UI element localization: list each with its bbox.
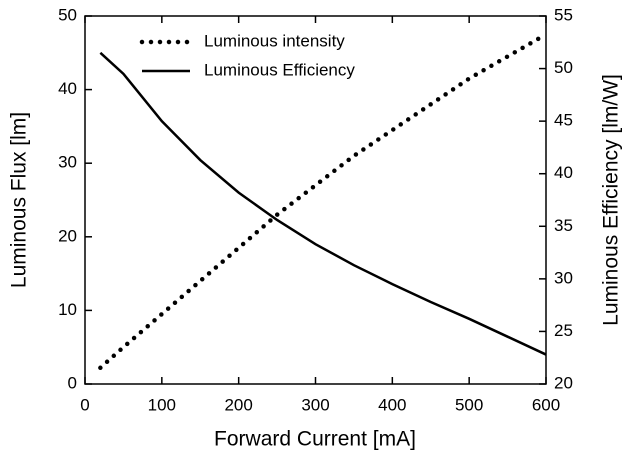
y2-tick-label: 50 [554,58,573,77]
x-tick-label: 500 [455,395,483,414]
x-tick-label: 300 [301,395,329,414]
y2-tick-label: 45 [554,111,573,130]
x-tick-label: 0 [80,395,89,414]
x-tick-label: 600 [532,395,560,414]
y2-tick-label: 25 [554,321,573,340]
y2-axis-title: Luminous Efficiency [lm/W] [600,74,623,326]
y-tick-label: 50 [58,5,77,24]
x-tick-label: 100 [148,395,176,414]
series-line [98,32,549,371]
y2-tick-label: 20 [554,373,573,392]
y2-tick-label: 55 [554,5,573,24]
y-tick-label: 30 [58,153,77,172]
legend-label: Luminous intensity [204,31,345,50]
x-tick-label: 400 [378,395,406,414]
y-tick-label: 20 [58,226,77,245]
y-tick-label: 40 [58,79,77,98]
y-axis-title: Luminous Flux [lm] [8,112,31,288]
x-axis-title: Forward Current [mA] [214,428,416,451]
legend-label: Luminous Efficiency [204,60,355,79]
y2-tick-label: 35 [554,216,573,235]
series-line [99,51,547,356]
y2-tick-label: 40 [554,163,573,182]
y-tick-label: 10 [58,300,77,319]
y-tick-label: 0 [68,373,77,392]
x-tick-label: 200 [224,395,252,414]
y2-tick-label: 30 [554,268,573,287]
